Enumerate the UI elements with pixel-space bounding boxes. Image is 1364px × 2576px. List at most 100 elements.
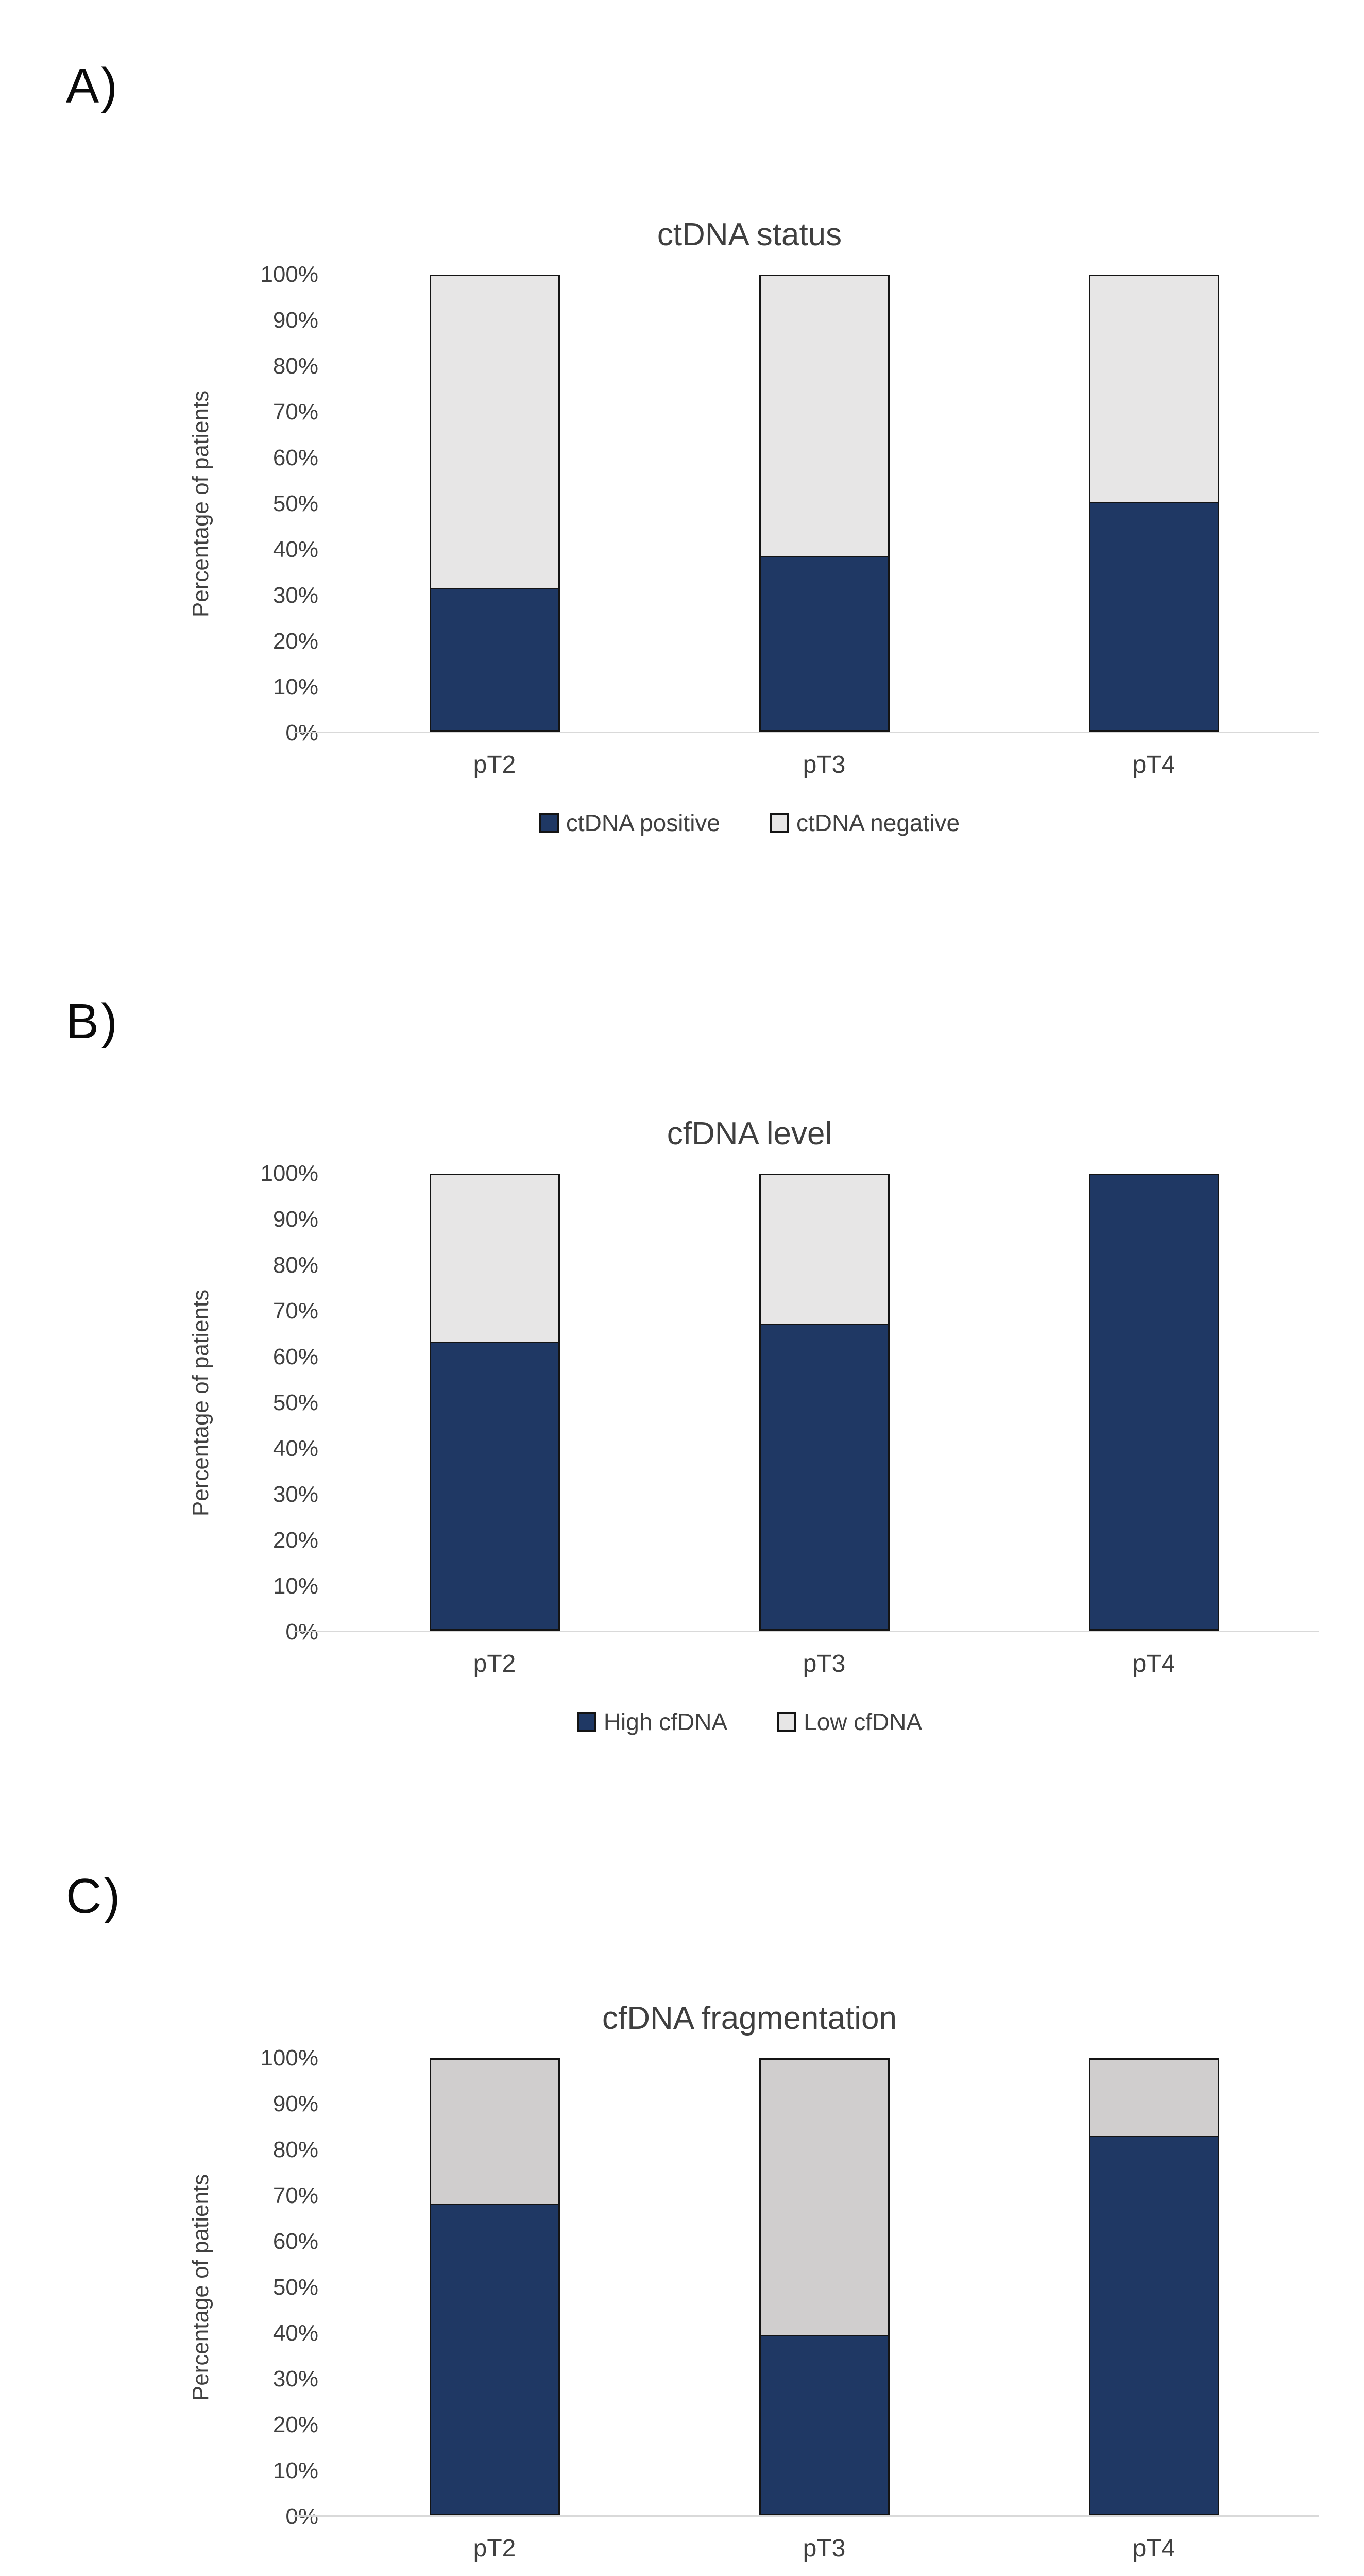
y-tick-label: 10% (272, 2458, 318, 2483)
chart-title: ctDNA status (657, 217, 842, 252)
y-tick-label: 30% (272, 583, 318, 608)
y-tick-label: 20% (272, 629, 318, 654)
legend-item: ctDNA negative (770, 809, 960, 837)
legend-swatch-icon (539, 813, 559, 833)
chart-title: cfDNA fragmentation (602, 2001, 897, 2036)
chart-title: cfDNA level (667, 1116, 832, 1151)
x-axis-label-pT2: pT2 (473, 2535, 516, 2562)
y-tick-label: 70% (272, 1298, 318, 1324)
panel-label-a: A) (66, 58, 120, 113)
y-tick-label: 80% (272, 1252, 318, 1278)
y-tick-label: 60% (272, 445, 318, 470)
legend-item: High cfDNA (576, 1708, 728, 1736)
bar-segment-short-fragments (431, 2205, 558, 2514)
bar-segment-long-fragments (431, 2060, 558, 2205)
legend-item: ctDNA positive (539, 809, 720, 837)
y-axis-title-column: Percentage of patients (180, 275, 221, 733)
y-tick-label: 50% (272, 2275, 318, 2300)
x-axis-label-pT3: pT3 (803, 751, 846, 778)
legend-item: Low cfDNA (777, 1708, 922, 1736)
y-tick-label: 20% (272, 1528, 318, 1553)
stacked-bar-pT2 (429, 275, 560, 732)
stacked-bar-pT3 (759, 275, 890, 732)
x-axis-labels: pT2 pT3 pT4 (330, 2534, 1319, 2563)
legend-label: ctDNA positive (566, 809, 721, 836)
y-axis-title: Percentage of patients (188, 1289, 213, 1517)
bar-segment-short-fragments (760, 2336, 888, 2514)
y-tick-label: 40% (272, 537, 318, 562)
bar-segment-high-cfdna (1090, 1175, 1218, 1629)
y-tick-label: 60% (272, 2229, 318, 2254)
y-tick-label: 40% (272, 1436, 318, 1461)
bar-segment-ctdna-negative (431, 276, 558, 589)
plot-area (294, 2058, 1319, 2517)
bar-segment-ctdna-positive (1090, 503, 1218, 730)
legend: High cfDNA Low cfDNA (180, 1708, 1319, 1736)
bar-segment-ctdna-positive (760, 557, 888, 730)
stacked-bar-pT2 (429, 2058, 560, 2515)
plot-area (294, 275, 1319, 733)
y-tick-label: 50% (272, 491, 318, 516)
y-tick-label: 10% (272, 674, 318, 700)
legend-swatch-icon (770, 813, 790, 833)
legend-swatch-icon (576, 1712, 596, 1732)
y-tick-label: 50% (272, 1390, 318, 1415)
legend-label: High cfDNA (603, 1708, 728, 1735)
y-axis-title-column: Percentage of patients (180, 1174, 221, 1632)
legend-swatch-icon (777, 1712, 797, 1732)
y-tick-label: 100% (260, 1161, 318, 1186)
chart-cfdna-fragmentation: cfDNA fragmentation Percentage of patien… (180, 1999, 1319, 2576)
plot-area (294, 1174, 1319, 1632)
stacked-bar-pT3 (759, 2058, 890, 2515)
y-tick-label: 0% (285, 720, 318, 745)
y-tick-label: 70% (272, 2183, 318, 2208)
y-tick-label: 90% (272, 1207, 318, 1232)
y-tick-label: 30% (272, 2366, 318, 2392)
y-axis-title: Percentage of patients (188, 2174, 213, 2401)
chart-body: Percentage of patients 0% 10% 20% 30% 40% 50%… (180, 1161, 1319, 1645)
y-tick-label: 0% (285, 2504, 318, 2529)
y-tick-label: 20% (272, 2412, 318, 2437)
x-axis-label-pT2: pT2 (473, 751, 516, 778)
y-tick-label: 30% (272, 1482, 318, 1507)
bar-segment-ctdna-negative (760, 276, 888, 558)
bar-segment-high-cfdna (431, 1343, 558, 1629)
chart-body: Percentage of patients 0% 10% 20% 30% 40% 50%… (180, 2045, 1319, 2529)
x-axis-label-pT4: pT4 (1132, 751, 1175, 778)
x-axis-labels: pT2 pT3 pT4 (330, 751, 1319, 779)
x-axis-label-pT3: pT3 (803, 1650, 846, 1677)
x-axis-label-pT3: pT3 (803, 2535, 846, 2562)
stacked-bar-pT4 (1088, 1174, 1219, 1631)
stacked-bar-pT4 (1088, 275, 1219, 732)
legend: ctDNA positive ctDNA negative (180, 809, 1319, 837)
bar-segment-long-fragments (1090, 2060, 1218, 2137)
y-tick-label: 0% (285, 1619, 318, 1645)
bar-segment-low-cfdna (431, 1175, 558, 1343)
bar-segment-high-cfdna (760, 1325, 888, 1629)
bar-segment-long-fragments (760, 2060, 888, 2337)
y-tick-label: 90% (272, 2091, 318, 2116)
y-tick-label: 60% (272, 1344, 318, 1369)
y-axis-ticks: 0% 10% 20% 30% 40% 50% 60% 70% 80% 90% 100% (221, 1161, 330, 1645)
chart-ctdna-status: ctDNA status Percentage of patients 0% 10… (180, 216, 1319, 837)
stacked-bar-pT2 (429, 1174, 560, 1631)
panel-label-c: C) (66, 1869, 123, 1924)
x-axis-label-pT4: pT4 (1132, 1650, 1175, 1677)
y-tick-label: 100% (260, 2045, 318, 2071)
legend-label: ctDNA negative (796, 809, 960, 836)
y-axis-title-column: Percentage of patients (180, 2058, 221, 2517)
bar-segment-short-fragments (1090, 2137, 1218, 2514)
y-tick-label: 70% (272, 399, 318, 425)
x-axis-labels: pT2 pT3 pT4 (330, 1650, 1319, 1678)
bar-segment-ctdna-negative (1090, 276, 1218, 503)
y-axis-ticks: 0% 10% 20% 30% 40% 50% 60% 70% 80% 90% 100% (221, 262, 330, 745)
bar-segment-ctdna-positive (431, 589, 558, 730)
x-axis-label-pT4: pT4 (1132, 2535, 1175, 2562)
y-tick-label: 40% (272, 2320, 318, 2346)
y-tick-label: 80% (272, 353, 318, 379)
y-axis-title: Percentage of patients (188, 390, 213, 618)
bar-segment-low-cfdna (760, 1175, 888, 1325)
x-axis-label-pT2: pT2 (473, 1650, 516, 1677)
y-tick-label: 100% (260, 262, 318, 287)
